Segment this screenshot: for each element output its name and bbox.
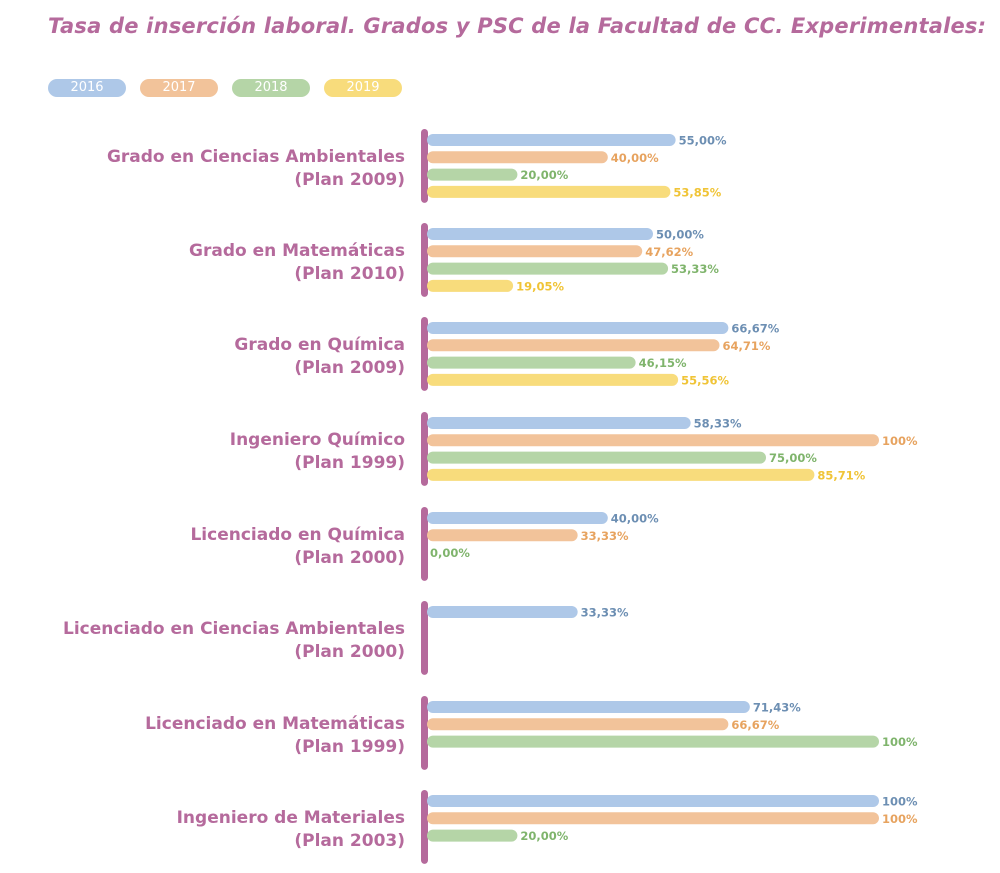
category-label: Grado en Matemáticas (Plan 2010) bbox=[189, 241, 405, 284]
value-label: 55,00% bbox=[679, 134, 727, 148]
category-label-plan: (Plan 2000) bbox=[294, 548, 405, 568]
category-label: Ingeniero Químico (Plan 1999) bbox=[230, 430, 405, 473]
bar-2018 bbox=[427, 168, 518, 181]
value-label: 66,67% bbox=[731, 718, 779, 732]
category-axis-bar bbox=[421, 790, 428, 864]
value-label: 100% bbox=[882, 812, 918, 826]
category-axis-bar bbox=[421, 696, 428, 770]
value-label: 75,00% bbox=[769, 451, 817, 465]
value-label: 85,71% bbox=[817, 468, 865, 482]
category-label-line: Ingeniero de Materiales bbox=[177, 808, 405, 828]
value-label: 71,43% bbox=[753, 701, 801, 715]
bar-2018 bbox=[427, 829, 518, 842]
value-label: 55,56% bbox=[681, 373, 729, 387]
category-label-line: Grado en Ciencias Ambientales bbox=[107, 147, 405, 167]
value-label: 53,33% bbox=[671, 262, 719, 276]
bar-2019 bbox=[427, 468, 815, 481]
category-label-line: Licenciado en Matemáticas bbox=[145, 714, 405, 734]
category-label-plan: (Plan 2009) bbox=[294, 170, 405, 190]
category-label: Licenciado en Química (Plan 2000) bbox=[190, 525, 405, 568]
value-label: 40,00% bbox=[611, 512, 659, 526]
value-label: 46,15% bbox=[639, 356, 687, 370]
bar-2016 bbox=[427, 701, 750, 713]
category-label-line: Licenciado en Ciencias Ambientales bbox=[63, 619, 405, 639]
bar-2019 bbox=[427, 185, 671, 198]
value-label: 33,33% bbox=[581, 606, 629, 620]
legend-item-2016: 2016 bbox=[48, 79, 126, 97]
value-label: 0,00% bbox=[430, 546, 470, 560]
category-label-plan: (Plan 2010) bbox=[294, 264, 405, 284]
bar-2016 bbox=[427, 417, 691, 429]
value-label: 66,67% bbox=[731, 322, 779, 336]
value-label: 100% bbox=[882, 795, 918, 809]
value-label: 50,00% bbox=[656, 228, 704, 242]
bar-2016 bbox=[427, 228, 653, 240]
legend-item-2019: 2019 bbox=[324, 79, 402, 97]
bar-2018 bbox=[427, 451, 766, 464]
category-label: Licenciado en Ciencias Ambientales (Plan … bbox=[63, 619, 405, 662]
bar-2017 bbox=[427, 151, 608, 164]
bar-2017 bbox=[427, 245, 643, 258]
value-label: 40,00% bbox=[611, 151, 659, 165]
category-label-plan: (Plan 2000) bbox=[294, 642, 405, 662]
category-label-plan: (Plan 1999) bbox=[294, 737, 405, 757]
bar-2016 bbox=[427, 134, 676, 146]
category-label: Grado en Química (Plan 2009) bbox=[234, 335, 405, 378]
bar-2019 bbox=[427, 373, 679, 386]
bar-2017 bbox=[427, 529, 578, 542]
value-label: 58,33% bbox=[694, 417, 742, 431]
bar-2019 bbox=[427, 279, 514, 292]
category-label-line: Grado en Química bbox=[234, 335, 405, 355]
legend-item-2018: 2018 bbox=[232, 79, 310, 97]
value-label: 47,62% bbox=[645, 245, 693, 259]
value-label: 64,71% bbox=[722, 339, 770, 353]
category-label-plan: (Plan 2009) bbox=[294, 358, 405, 378]
category-label-line: Ingeniero Químico bbox=[230, 430, 405, 450]
bar-2016 bbox=[427, 512, 608, 524]
category-axis-bar bbox=[421, 601, 428, 675]
category-axis-bar bbox=[421, 507, 428, 581]
category-label-plan: (Plan 2003) bbox=[294, 831, 405, 851]
category-label-plan: (Plan 1999) bbox=[294, 453, 405, 473]
value-label: 53,85% bbox=[673, 185, 721, 199]
category-axis-bar bbox=[421, 129, 428, 203]
value-label: 19,05% bbox=[516, 279, 564, 293]
bar-2016 bbox=[427, 795, 879, 807]
bar-2017 bbox=[427, 812, 879, 825]
bar-2017 bbox=[427, 339, 720, 352]
category-label: Licenciado en Matemáticas (Plan 1999) bbox=[145, 714, 405, 757]
category-axis-bar bbox=[421, 223, 428, 297]
chart-title: Tasa de inserción laboral. Grados y PSC … bbox=[48, 14, 987, 38]
bar-2018 bbox=[427, 262, 669, 275]
bar-2016 bbox=[427, 606, 578, 618]
category-axis-bar bbox=[421, 317, 428, 391]
value-label: 20,00% bbox=[520, 829, 568, 843]
bar-2017 bbox=[427, 718, 729, 731]
category-label-line: Licenciado en Química bbox=[190, 525, 405, 545]
category-label-line: Grado en Matemáticas bbox=[189, 241, 405, 261]
bar-2018 bbox=[427, 735, 879, 748]
category-axis-bar bbox=[421, 412, 428, 486]
value-label: 20,00% bbox=[520, 168, 568, 182]
bar-2016 bbox=[427, 322, 729, 334]
category-label: Grado en Ciencias Ambientales (Plan 2009) bbox=[107, 147, 405, 190]
value-label: 33,33% bbox=[581, 529, 629, 543]
value-label: 100% bbox=[882, 735, 918, 749]
value-label: 100% bbox=[882, 434, 918, 448]
legend-item-2017: 2017 bbox=[140, 79, 218, 97]
bar-2018 bbox=[427, 356, 636, 369]
bar-2017 bbox=[427, 434, 879, 447]
category-label: Ingeniero de Materiales (Plan 2003) bbox=[177, 808, 405, 851]
